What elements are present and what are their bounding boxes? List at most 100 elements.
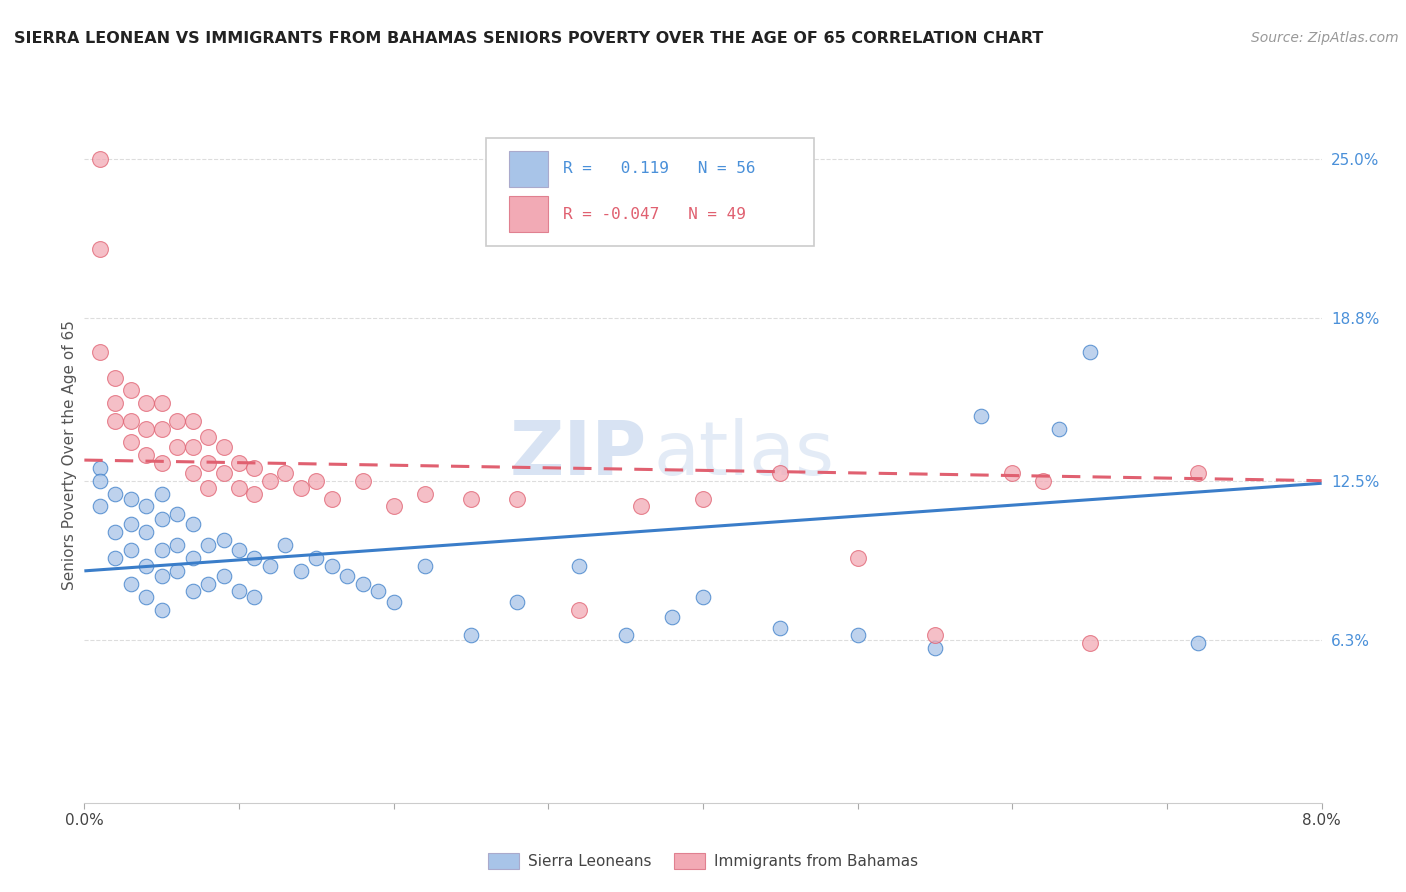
Point (181, 517, 204, 532)
Point (1187, 466, 1209, 480)
Point (506, 491, 529, 506)
Point (181, 551, 204, 566)
Point (970, 409, 993, 424)
Point (150, 396, 173, 410)
Point (1032, 474, 1054, 488)
Point (135, 448, 157, 462)
Point (274, 538, 297, 552)
Point (506, 595, 529, 609)
Point (367, 584, 389, 599)
Point (166, 414, 188, 428)
Legend: Sierra Leoneans, Immigrants from Bahamas: Sierra Leoneans, Immigrants from Bahamas (482, 847, 924, 875)
Point (413, 558, 436, 573)
Text: ZIP: ZIP (510, 418, 647, 491)
Point (1001, 466, 1024, 480)
Point (846, 628, 869, 642)
Point (614, 628, 637, 642)
Point (104, 370, 127, 384)
Point (104, 525, 127, 540)
Point (89, 152, 111, 166)
FancyBboxPatch shape (509, 151, 548, 187)
Point (305, 551, 328, 566)
FancyBboxPatch shape (509, 196, 548, 232)
Point (120, 414, 142, 428)
Point (1078, 636, 1101, 650)
Point (924, 641, 946, 656)
Point (846, 551, 869, 566)
Point (290, 482, 312, 496)
Point (181, 440, 204, 454)
Point (212, 466, 235, 480)
Point (150, 602, 173, 616)
Point (135, 422, 157, 436)
Point (243, 460, 266, 475)
Point (89, 500, 111, 514)
Point (181, 466, 204, 480)
Point (460, 628, 482, 642)
Point (150, 512, 173, 526)
Point (104, 551, 127, 566)
Point (181, 414, 204, 428)
Point (382, 595, 405, 609)
Point (382, 500, 405, 514)
Point (924, 628, 946, 642)
Point (1187, 636, 1209, 650)
Point (120, 543, 142, 558)
Point (120, 517, 142, 532)
Text: SIERRA LEONEAN VS IMMIGRANTS FROM BAHAMAS SENIORS POVERTY OVER THE AGE OF 65 COR: SIERRA LEONEAN VS IMMIGRANTS FROM BAHAMA… (14, 31, 1043, 46)
Point (259, 558, 281, 573)
Point (243, 590, 266, 604)
Text: R = -0.047   N = 49: R = -0.047 N = 49 (564, 207, 747, 222)
Y-axis label: Seniors Poverty Over the Age of 65: Seniors Poverty Over the Age of 65 (62, 320, 77, 590)
Point (104, 414, 127, 428)
Point (568, 602, 591, 616)
Point (228, 482, 250, 496)
Point (274, 466, 297, 480)
Point (336, 569, 359, 583)
Point (243, 551, 266, 566)
Point (212, 440, 235, 454)
Point (460, 491, 482, 506)
Point (228, 543, 250, 558)
Point (197, 482, 219, 496)
Point (197, 576, 219, 591)
Point (135, 500, 157, 514)
Point (568, 558, 591, 573)
Point (321, 491, 343, 506)
Point (769, 466, 792, 480)
Point (197, 456, 219, 470)
Point (352, 474, 374, 488)
Point (150, 569, 173, 583)
Point (89, 242, 111, 256)
Point (104, 396, 127, 410)
Point (135, 396, 157, 410)
Point (661, 610, 683, 624)
Point (120, 435, 142, 450)
Point (166, 538, 188, 552)
Point (630, 500, 652, 514)
Point (135, 525, 157, 540)
Point (243, 486, 266, 500)
FancyBboxPatch shape (486, 138, 814, 246)
Text: R =   0.119   N = 56: R = 0.119 N = 56 (564, 161, 755, 177)
Point (150, 543, 173, 558)
Point (1078, 344, 1101, 359)
Point (290, 564, 312, 578)
Point (89, 474, 111, 488)
Point (321, 558, 343, 573)
Point (120, 384, 142, 398)
Point (166, 440, 188, 454)
Point (692, 491, 714, 506)
Point (89, 344, 111, 359)
Point (212, 533, 235, 547)
Point (228, 456, 250, 470)
Point (166, 507, 188, 521)
Point (150, 456, 173, 470)
Point (413, 486, 436, 500)
Point (166, 564, 188, 578)
Point (352, 576, 374, 591)
Point (305, 474, 328, 488)
Point (228, 584, 250, 599)
Point (1047, 422, 1070, 436)
Point (135, 558, 157, 573)
